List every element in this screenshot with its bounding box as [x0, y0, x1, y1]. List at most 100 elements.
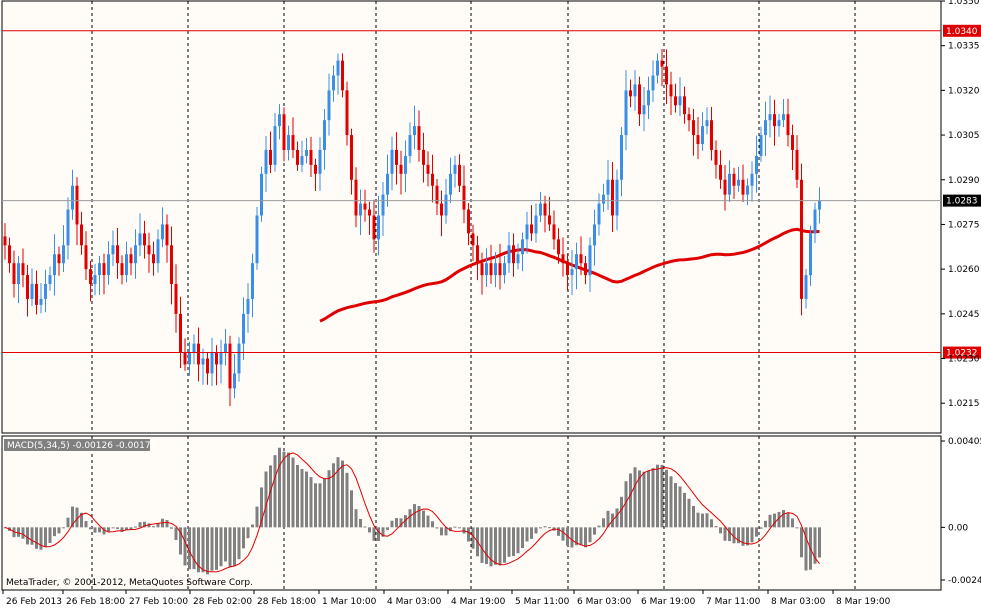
macd-bar-79 — [359, 518, 362, 528]
price-tick-3: 1.0305 — [941, 131, 980, 141]
candle-20 — [93, 263, 97, 296]
macd-bar-156 — [705, 513, 709, 528]
candle-174 — [786, 98, 790, 147]
price-tick-9: 1.0215 — [941, 399, 980, 409]
candle-178 — [804, 268, 808, 309]
macd-panel[interactable] — [1, 435, 942, 591]
candle-113 — [512, 233, 515, 277]
macd-bar-75 — [341, 460, 344, 528]
macd-bar-169 — [764, 520, 767, 528]
macd-bar-139 — [629, 473, 632, 528]
candle-106 — [480, 252, 484, 295]
macd-bar-37 — [170, 527, 173, 529]
time-tick-11: 7 Mar 11:00 — [702, 590, 761, 607]
macd-bar-52 — [237, 527, 241, 560]
candle-119 — [539, 191, 542, 222]
candle-160 — [723, 165, 727, 211]
svg-text:28 Feb 02:00: 28 Feb 02:00 — [193, 597, 252, 607]
macd-bar-39 — [179, 527, 182, 555]
candle-127 — [575, 242, 578, 290]
svg-text:6 Mar 03:00: 6 Mar 03:00 — [577, 597, 632, 607]
macd-bar-148 — [669, 476, 673, 528]
macd-bar-65 — [296, 464, 299, 528]
macd-bar-120 — [543, 526, 547, 528]
macd-bar-180 — [813, 527, 817, 564]
candle-159 — [719, 150, 722, 189]
macd-bar-76 — [345, 472, 349, 528]
macd-bar-130 — [588, 527, 592, 543]
macd-bar-90 — [408, 509, 412, 528]
candle-101 — [458, 154, 461, 192]
macd-bar-67 — [305, 471, 308, 528]
candle-77 — [350, 128, 353, 195]
macd-bar-133 — [602, 518, 605, 528]
macd-bar-163 — [737, 527, 740, 544]
macd-label: MACD(5,34,5) -0.00126 -0.00175 — [7, 441, 156, 451]
macd-bar-83 — [377, 527, 380, 542]
macd-bar-129 — [584, 527, 587, 548]
level-2: 1.0283 — [2, 194, 981, 207]
candle-121 — [548, 196, 551, 231]
macd-bar-16 — [75, 507, 79, 528]
candle-41 — [188, 341, 191, 376]
candle-155 — [701, 112, 704, 151]
macd-bar-62 — [282, 451, 286, 528]
candle-12 — [57, 246, 61, 276]
macd-bar-34 — [156, 523, 160, 528]
macd-bar-123 — [557, 527, 560, 536]
macd-bar-151 — [683, 492, 686, 528]
macd-bar-23 — [107, 527, 110, 532]
price-tick-8: 1.0230 — [941, 355, 980, 365]
macd-bar-106 — [480, 527, 484, 563]
macd-bar-20 — [93, 527, 97, 533]
macd-bar-161 — [728, 527, 731, 542]
candle-4 — [21, 248, 25, 288]
candle-29 — [134, 229, 137, 279]
candle-126 — [570, 249, 574, 296]
macd-bar-6 — [30, 527, 34, 545]
macd-bar-54 — [246, 527, 250, 539]
macd-bar-134 — [606, 510, 610, 528]
macd-bar-84 — [381, 527, 385, 537]
svg-text:1.0232: 1.0232 — [946, 349, 978, 359]
candles — [3, 49, 821, 407]
svg-text:4 Mar 19:00: 4 Mar 19:00 — [451, 597, 506, 607]
svg-text:1 Mar 10:00: 1 Mar 10:00 — [322, 597, 377, 607]
macd-bar-30 — [138, 522, 142, 528]
candle-42 — [192, 334, 196, 365]
candle-23 — [107, 241, 110, 285]
macd-bar-131 — [593, 527, 596, 535]
macd-bar-116 — [525, 527, 529, 542]
candle-14 — [66, 197, 70, 260]
macd-bar-176 — [795, 527, 799, 529]
candle-152 — [687, 107, 691, 132]
macd-bar-49 — [224, 527, 227, 562]
candle-78 — [354, 167, 358, 228]
candle-115 — [521, 232, 524, 272]
level-1: 1.0232 — [2, 346, 981, 359]
macd-bar-46 — [210, 527, 214, 571]
macd-bar-15 — [71, 506, 74, 528]
time-tick-3: 28 Feb 02:00 — [189, 590, 252, 607]
candle-134 — [606, 160, 610, 210]
candle-43 — [197, 327, 200, 382]
price-tick-2: 1.0320 — [941, 86, 980, 96]
candle-55 — [251, 253, 254, 318]
macd-bar-100 — [453, 526, 457, 528]
candle-90 — [408, 122, 412, 164]
svg-text:1.0215: 1.0215 — [948, 399, 980, 409]
candle-130 — [588, 237, 592, 292]
macd-bar-149 — [674, 483, 677, 528]
time-tick-9: 6 Mar 03:00 — [573, 590, 632, 607]
candle-117 — [530, 205, 533, 241]
candle-136 — [615, 169, 619, 231]
candle-108 — [489, 244, 493, 284]
macd-tick-0: 0.00405 — [941, 437, 981, 447]
level-0: 1.0340 — [2, 24, 981, 37]
macd-bar-166 — [750, 527, 754, 543]
candle-59 — [269, 131, 272, 173]
macd-bar-56 — [255, 506, 259, 528]
macd-bar-81 — [368, 527, 371, 533]
macd-bar-140 — [633, 467, 637, 528]
